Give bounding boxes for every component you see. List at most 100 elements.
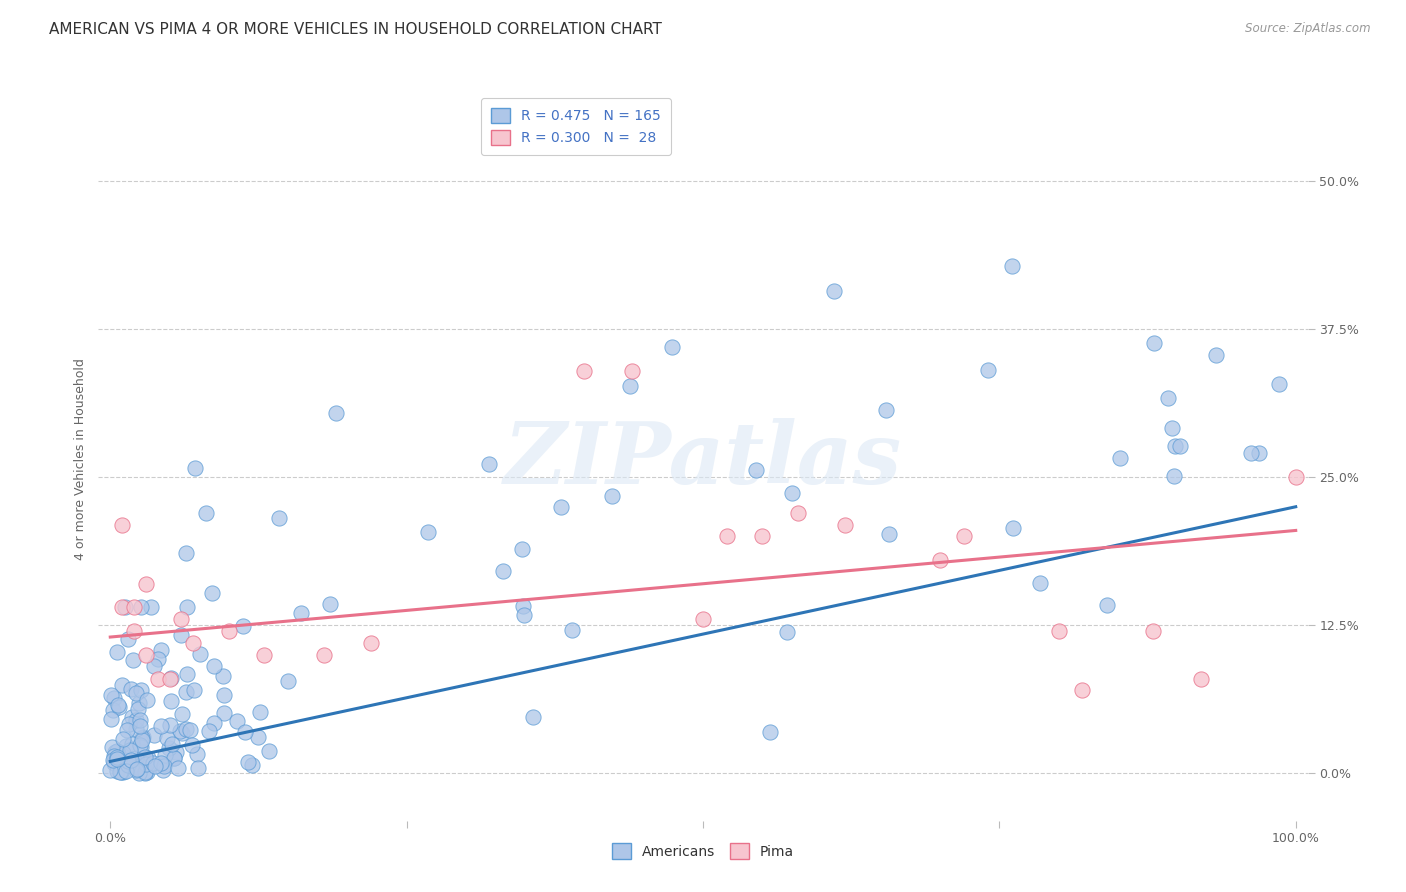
Point: [108, 765, 131, 780]
Point: [169, 723, 191, 738]
Point: [165, 745, 187, 759]
Point: [233, 725, 256, 739]
Point: [174, 723, 197, 737]
Point: [977, 362, 1000, 376]
Point: [786, 506, 808, 520]
Point: [232, 619, 254, 633]
Point: [136, 750, 159, 764]
Point: [512, 599, 534, 614]
Point: [181, 636, 204, 650]
Point: [135, 648, 157, 662]
Point: [128, 757, 150, 772]
Point: [150, 642, 173, 657]
Point: [325, 407, 347, 421]
Point: [201, 586, 224, 600]
Point: [131, 731, 153, 745]
Point: [125, 762, 148, 776]
Point: [118, 716, 141, 731]
Point: [416, 525, 439, 540]
Point: [128, 719, 150, 733]
Text: AMERICAN VS PIMA 4 OR MORE VEHICLES IN HOUSEHOLD CORRELATION CHART: AMERICAN VS PIMA 4 OR MORE VEHICLES IN H…: [49, 22, 662, 37]
Point: [124, 722, 146, 736]
Point: [115, 739, 138, 753]
Point: [150, 719, 173, 733]
Point: [744, 463, 766, 477]
Point: [1267, 377, 1289, 392]
Point: [952, 529, 974, 543]
Point: [1189, 672, 1212, 686]
Point: [136, 764, 159, 779]
Point: [477, 457, 499, 471]
Point: [159, 671, 181, 685]
Point: [128, 714, 150, 728]
Point: [1047, 624, 1070, 639]
Point: [1240, 445, 1263, 459]
Point: [246, 730, 269, 744]
Point: [661, 340, 683, 354]
Point: [134, 765, 156, 780]
Point: [751, 529, 773, 543]
Point: [174, 685, 197, 699]
Point: [186, 747, 208, 762]
Point: [125, 764, 148, 778]
Point: [135, 576, 157, 591]
Point: [150, 756, 173, 771]
Point: [142, 659, 165, 673]
Point: [108, 700, 131, 714]
Point: [277, 674, 299, 689]
Point: [1161, 420, 1184, 434]
Point: [550, 500, 572, 514]
Point: [121, 759, 143, 773]
Point: [360, 636, 382, 650]
Point: [160, 694, 183, 708]
Point: [107, 698, 129, 713]
Point: [1095, 598, 1118, 612]
Point: [184, 460, 207, 475]
Point: [121, 737, 143, 751]
Point: [104, 745, 127, 759]
Point: [202, 658, 225, 673]
Point: [125, 686, 148, 700]
Text: Source: ZipAtlas.com: Source: ZipAtlas.com: [1246, 22, 1371, 36]
Point: [834, 517, 856, 532]
Point: [1142, 624, 1164, 639]
Point: [105, 750, 128, 764]
Point: [105, 764, 128, 778]
Point: [122, 600, 145, 615]
Point: [128, 738, 150, 752]
Point: [574, 363, 596, 377]
Point: [146, 672, 169, 686]
Point: [132, 730, 155, 744]
Point: [561, 623, 583, 637]
Point: [170, 725, 193, 739]
Point: [877, 527, 900, 541]
Point: [319, 597, 342, 611]
Point: [198, 723, 221, 738]
Point: [522, 710, 544, 724]
Point: [716, 529, 738, 543]
Point: [143, 759, 166, 773]
Point: [212, 706, 235, 720]
Point: [103, 754, 125, 768]
Point: [146, 652, 169, 666]
Point: [1249, 446, 1271, 460]
Point: [929, 553, 952, 567]
Point: [183, 683, 205, 698]
Point: [157, 740, 180, 755]
Point: [187, 761, 209, 775]
Point: [114, 764, 136, 779]
Point: [160, 737, 183, 751]
Point: [202, 715, 225, 730]
Point: [513, 608, 536, 623]
Point: [1168, 439, 1191, 453]
Point: [257, 744, 280, 758]
Point: [153, 748, 176, 763]
Point: [120, 682, 142, 697]
Point: [115, 723, 138, 738]
Legend: Americans, Pima: Americans, Pima: [606, 838, 800, 864]
Point: [176, 546, 198, 560]
Point: [117, 632, 139, 647]
Point: [122, 624, 145, 639]
Point: [1001, 259, 1024, 273]
Point: [111, 746, 134, 760]
